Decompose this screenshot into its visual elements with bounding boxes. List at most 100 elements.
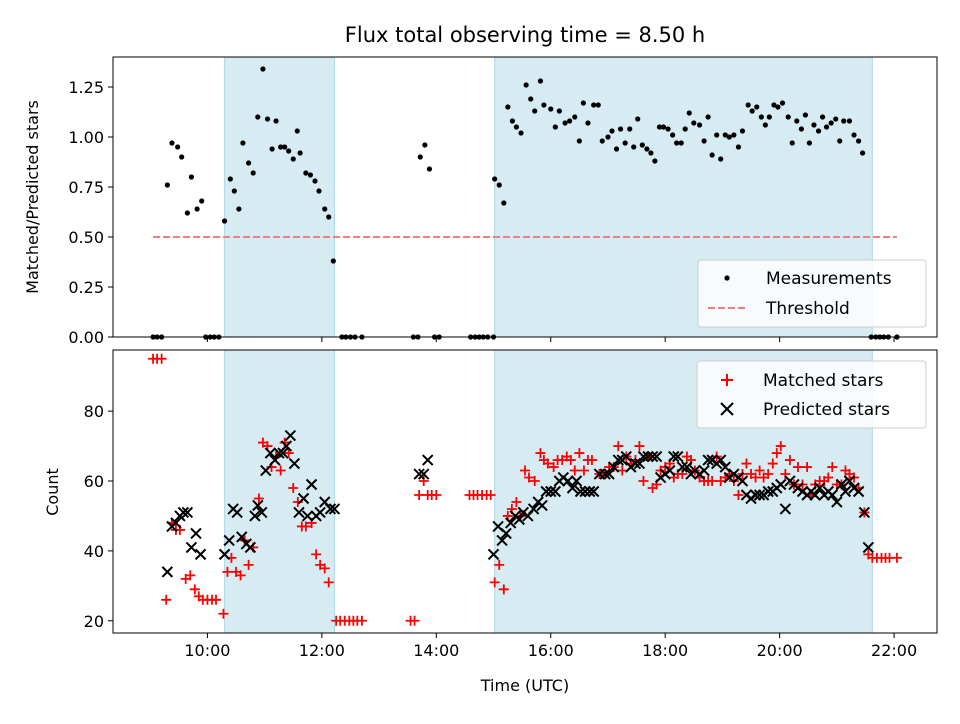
measurement-point [236,206,242,212]
matched-star-point [569,465,580,476]
measurement-point [175,144,181,150]
predicted-star-point [646,450,659,463]
predicted-star-point [607,461,620,473]
measurement-point [537,78,544,84]
matched-star-point [319,563,330,574]
measurement-point [718,156,724,162]
predicted-star-point [736,475,749,487]
measurement-point [595,102,601,108]
measurement-point [789,140,795,146]
predicted-star-point [603,468,615,480]
measurement-point [282,144,288,150]
measurement-point [273,118,279,124]
predicted-star-point [496,534,508,547]
matched-star-point [586,455,597,466]
measurement-point [290,156,296,162]
measurement-point [722,132,728,138]
ratio-panel: 0.00 0.25 0.50 0.75 1.00 1.25 Matched/Predict… [23,56,938,347]
predicted-star-point [413,468,425,480]
measurement-point [860,150,866,156]
predicted-star-point [280,440,293,452]
legend-predicted-marker [720,402,734,416]
predicted-star-point [566,482,579,494]
measurement-point [278,144,284,150]
predicted-star-point [831,496,843,508]
observing-window-shading [224,56,873,338]
predicted-star-point [664,464,676,477]
measurement-point [627,126,633,132]
measurement-point [541,102,547,108]
bottom-legend-box [696,360,927,429]
measurement-point [682,126,688,132]
measurement-point [164,182,170,188]
measurement-point [528,96,534,102]
predicted-star-point [843,475,856,487]
predicted-star-point [813,482,826,494]
predicted-star-point [858,506,871,519]
measurement-point [286,148,292,154]
measurement-point [227,176,233,182]
measurement-point [802,112,808,118]
predicted-star-point [297,492,310,505]
matched-star-point [494,559,505,570]
measurement-point [169,140,175,146]
predicted-star-point [714,454,727,466]
measurement-point [745,102,751,108]
predicted-star-point [579,485,591,498]
measurement-point [264,116,271,122]
matched-star-point [529,476,540,487]
measurement-point [815,128,822,134]
predicted-star-point [862,541,875,554]
matched-star-point [891,552,902,563]
measurement-point [749,108,755,114]
predicted-star-point [194,548,207,561]
predicted-star-point [260,464,272,477]
measurement-point [837,138,843,144]
y-tick-label: 20 [84,612,104,631]
matched-star-point [235,570,246,581]
predicted-star-point [185,541,198,554]
predicted-star-point [500,527,512,540]
y-tick-label: 0.75 [68,178,104,197]
predicted-star-point [305,478,318,491]
measurement-point [617,126,624,132]
measurement-point [622,140,628,146]
x-tick-label: 14:00 [413,641,459,660]
predicted-star-point [668,450,680,463]
measurement-point [567,118,573,124]
measurement-point [322,206,328,212]
matched-star-point [253,493,264,504]
matched-star-point [485,489,496,500]
predicted-star-point [702,454,714,466]
matched-star-point [707,476,718,487]
predicted-star-point [252,499,264,512]
matched-star-point [156,353,167,364]
matched-star-point [409,615,420,626]
predicted-star-point [256,506,268,519]
predicted-star-point [545,485,557,498]
matched-star-point [763,469,774,480]
measurement-point [771,102,777,108]
measurement-point [766,114,772,120]
measurement-point [184,210,190,216]
measurement-point [762,122,768,128]
matched-star-point [578,465,589,476]
measurement-point [735,144,742,150]
predicted-star-point [719,461,731,473]
measurement-point [674,140,680,146]
predicted-star-point [418,468,430,480]
predicted-star-point [223,534,235,547]
bottom-legend: Matched stars Predicted stars [696,360,927,429]
predicted-star-point [570,475,583,487]
predicted-star-point [513,513,525,526]
measurement-point [307,172,314,178]
measurement-point [599,138,605,144]
measurement-point [775,104,781,110]
measurement-point [701,138,707,144]
predicted-star-point [612,454,624,466]
matched-star-point [617,465,628,476]
measurement-point [562,120,568,126]
measurement-point [297,150,303,156]
matched-star-point [784,455,795,466]
predicted-star-point [190,527,202,540]
